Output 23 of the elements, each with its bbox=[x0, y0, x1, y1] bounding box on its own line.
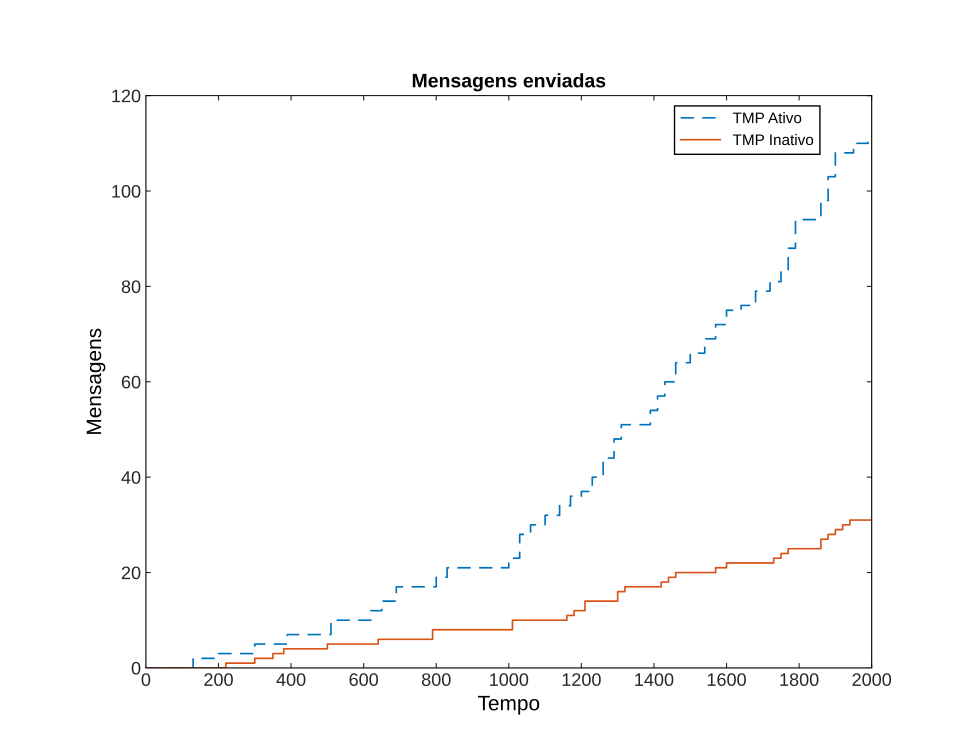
x-tick-label: 1000 bbox=[490, 673, 528, 686]
x-tick-label: 1800 bbox=[780, 673, 818, 686]
x-tick-label: 1200 bbox=[562, 673, 601, 686]
x-tick-label: 1600 bbox=[708, 673, 746, 686]
x-tick-label: 0 bbox=[142, 673, 150, 686]
x-tick-label: 2000 bbox=[852, 673, 892, 686]
y-tick-label: 120 bbox=[112, 90, 140, 102]
x-tick-label: 400 bbox=[276, 673, 306, 686]
y-tick-label: 40 bbox=[121, 471, 140, 484]
y-tick-label: 0 bbox=[132, 662, 140, 675]
chart-title: Mensagens enviadas bbox=[412, 73, 606, 92]
y-tick-label: 80 bbox=[122, 280, 140, 294]
y-tick-label: 100 bbox=[112, 184, 140, 198]
legend-label: TMP Inativo bbox=[732, 134, 814, 146]
y-tick-label: 60 bbox=[122, 376, 140, 388]
x-tick-label: 600 bbox=[350, 673, 378, 686]
x-axis-title: Tempo bbox=[478, 696, 540, 715]
x-tick-label: 1400 bbox=[635, 673, 674, 686]
x-tick-label: 800 bbox=[422, 673, 451, 686]
legend-label: TMP Ativo bbox=[732, 112, 802, 124]
x-tick-label: 200 bbox=[204, 673, 233, 686]
y-tick-label: 20 bbox=[122, 566, 140, 580]
y-axis-title: Mensagens bbox=[86, 328, 106, 434]
